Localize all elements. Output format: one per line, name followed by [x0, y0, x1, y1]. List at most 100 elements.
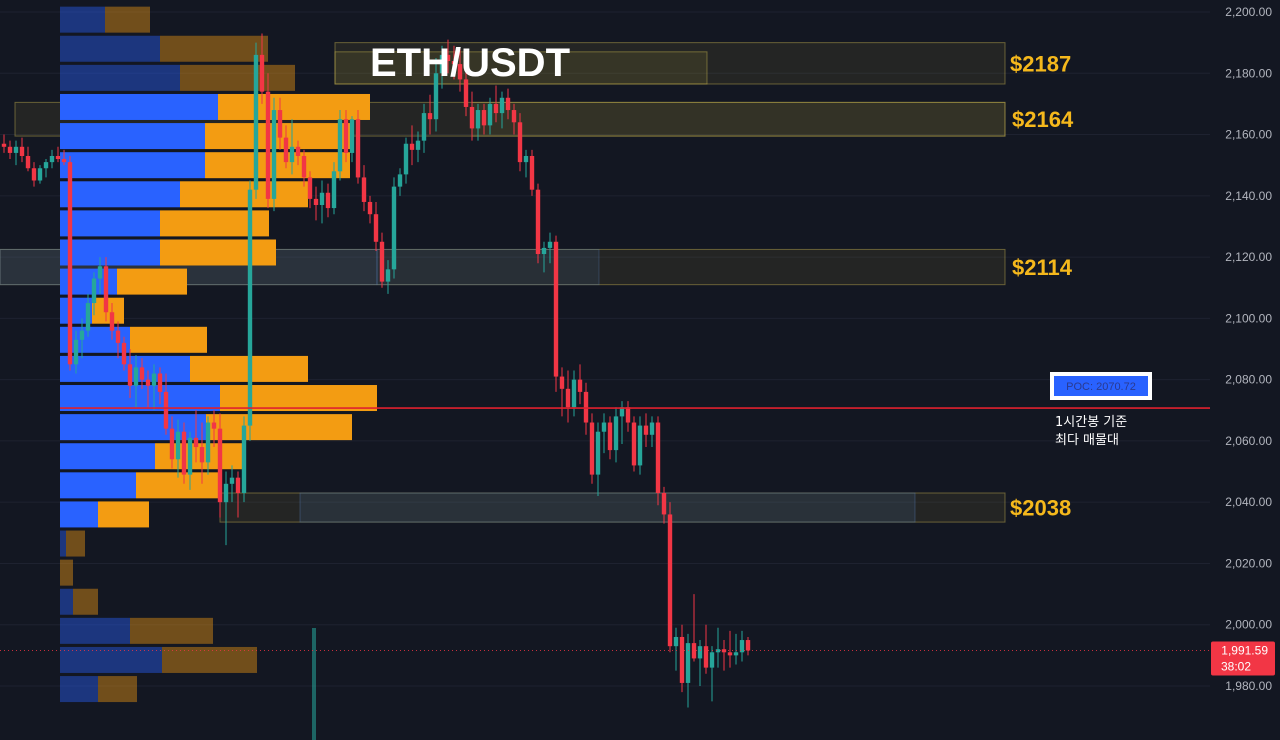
price-tick-label: 2,020.00 — [1225, 556, 1272, 570]
candle — [85, 293, 91, 337]
candle — [625, 401, 631, 432]
candle-body — [343, 119, 349, 153]
candle — [175, 419, 181, 478]
candle — [31, 162, 37, 187]
profile-buy-bar — [60, 93, 218, 120]
profile-buy-bar — [60, 385, 220, 412]
candle-body — [313, 198, 319, 206]
candle-body — [307, 177, 313, 199]
candle-body — [637, 425, 643, 466]
candle-body — [349, 119, 355, 153]
candle-body — [619, 407, 625, 417]
candle-body — [445, 54, 451, 62]
candle-body — [511, 110, 517, 123]
candle — [595, 422, 601, 497]
candle-body — [31, 168, 37, 181]
candle — [187, 431, 193, 490]
candle — [349, 116, 355, 163]
candle-body — [505, 97, 511, 111]
candle — [727, 630, 733, 668]
candle — [487, 97, 493, 135]
candle — [67, 155, 73, 371]
candle — [271, 97, 277, 212]
candle — [361, 165, 367, 212]
candle — [55, 146, 61, 163]
candle-body — [481, 110, 487, 126]
candle — [733, 633, 739, 665]
candle-body — [7, 146, 13, 153]
candle — [313, 186, 319, 221]
profile-buy-bar — [60, 588, 73, 615]
profile-sell-bar — [155, 443, 243, 470]
profile-sell-bar — [160, 239, 276, 266]
candle — [331, 162, 337, 215]
candle-body — [403, 143, 409, 175]
candle-body — [97, 266, 103, 279]
candle — [325, 183, 331, 218]
profile-buy-bar — [60, 443, 155, 470]
candle-body — [295, 146, 301, 156]
zone-box — [334, 42, 1006, 85]
profile-sell-bar — [160, 35, 268, 62]
candle-body — [391, 186, 397, 270]
candle — [631, 416, 637, 472]
candle — [169, 416, 175, 469]
candle-body — [367, 201, 373, 215]
profile-buy-bar — [60, 123, 205, 150]
candle — [7, 140, 13, 160]
price-tick-label: 2,180.00 — [1225, 66, 1272, 80]
profile-sell-bar — [98, 501, 149, 528]
candle — [43, 159, 49, 178]
candle — [283, 125, 289, 169]
candle — [553, 235, 559, 392]
candle-body — [1, 143, 7, 147]
price-axis[interactable]: 2,200.00 2,180.00 2,160.00 2,140.00 2,120.00… — [1211, 5, 1275, 693]
profile-buy-bar — [60, 239, 160, 266]
candle — [565, 370, 571, 423]
candle — [517, 113, 523, 172]
candle-body — [601, 422, 607, 432]
candle-body — [61, 159, 67, 163]
candle-body — [679, 636, 685, 683]
price-tick-label: 1,980.00 — [1225, 679, 1272, 693]
candle — [721, 640, 727, 671]
profile-buy-bar — [60, 501, 98, 528]
candle-body — [607, 422, 613, 451]
profile-sell-bar — [180, 181, 308, 208]
candle-body — [241, 425, 247, 493]
candle-body — [385, 269, 391, 282]
candle — [211, 410, 217, 448]
candle-body — [223, 483, 229, 503]
candle — [655, 416, 661, 506]
candle — [259, 33, 265, 104]
candle — [253, 42, 259, 199]
candle-body — [667, 514, 673, 647]
candle-body — [583, 391, 589, 423]
candle — [397, 168, 403, 196]
candle-body — [577, 379, 583, 392]
poc-label-text: POC: 2070.72 — [1066, 381, 1136, 393]
poc-note-line2: 최다 매물대 — [1055, 433, 1119, 448]
zone-price-label: $2114 — [1012, 255, 1073, 280]
candle — [589, 413, 595, 484]
profile-sell-bar — [98, 676, 137, 703]
candle — [319, 180, 325, 224]
candle-body — [55, 155, 61, 160]
candle-body — [409, 143, 415, 150]
candle-body — [91, 278, 97, 304]
candle-body — [571, 379, 577, 408]
candle-body — [163, 391, 169, 429]
candle — [541, 241, 547, 273]
price-tick-label: 2,200.00 — [1225, 5, 1272, 19]
candle — [229, 465, 235, 503]
candle-body — [565, 388, 571, 408]
candle-body — [103, 266, 109, 313]
candle — [145, 370, 151, 408]
candle — [607, 416, 613, 460]
candle — [265, 73, 271, 209]
candle-body — [469, 106, 475, 129]
profile-sell-bar — [130, 617, 213, 644]
candle — [97, 257, 103, 294]
candle — [409, 125, 415, 166]
